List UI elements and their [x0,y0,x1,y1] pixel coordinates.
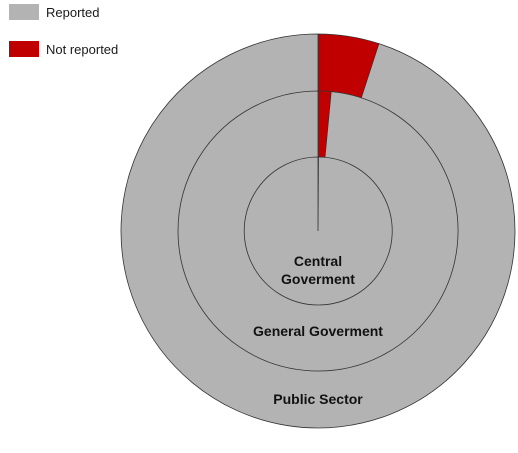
ring-label-public-sector: Public Sector [273,391,363,407]
legend-label-not-reported: Not reported [46,41,119,57]
ring-label-general-goverment: General Goverment [253,323,383,339]
ring-label-central-goverment-line-1: Central [294,253,342,269]
slice-central-goverment-reported [243,156,393,306]
legend-swatch-reported [9,4,39,20]
legend-item-not-reported: Not reported [9,41,118,57]
legend-item-reported: Reported [9,4,99,20]
ring-central-goverment [243,156,393,306]
legend-swatch-not-reported [9,41,39,57]
ring-label-central-goverment-line-2: Goverment [281,271,355,287]
legend-label-reported: Reported [46,4,100,20]
